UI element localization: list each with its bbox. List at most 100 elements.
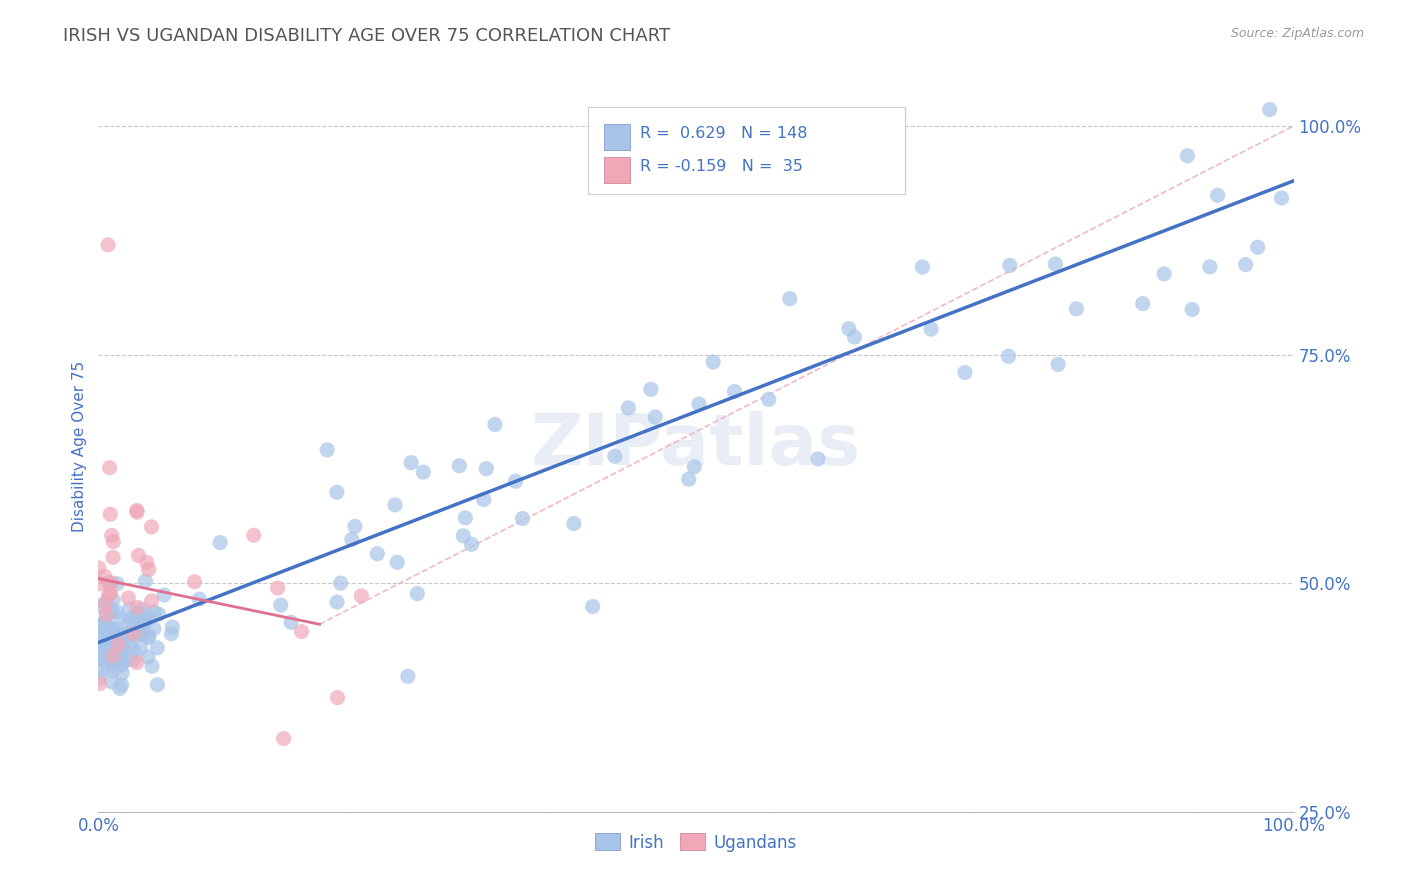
Point <box>98 628 121 642</box>
Point <box>138 629 160 643</box>
Point <box>129 626 152 640</box>
Point <box>96 607 118 622</box>
Point <box>329 576 352 591</box>
FancyBboxPatch shape <box>589 107 905 194</box>
Point <box>98 460 121 475</box>
Point <box>101 604 124 618</box>
Point <box>134 616 156 631</box>
Point <box>920 322 942 336</box>
Point <box>121 624 143 639</box>
Point <box>98 507 121 521</box>
Point <box>688 397 710 411</box>
Point <box>141 520 163 534</box>
Point <box>512 511 534 525</box>
Point <box>121 627 143 641</box>
Point <box>103 626 125 640</box>
Point <box>385 555 408 569</box>
Point <box>127 607 149 621</box>
Point <box>1271 191 1294 205</box>
Point <box>280 615 302 630</box>
Point <box>125 503 148 517</box>
Point <box>1177 149 1199 163</box>
Point <box>396 669 419 683</box>
Point <box>101 550 124 565</box>
Point <box>141 594 163 608</box>
Point <box>89 652 111 666</box>
Point <box>183 574 205 589</box>
Point <box>316 442 339 457</box>
Point <box>384 498 406 512</box>
Point <box>115 626 138 640</box>
Point <box>350 589 373 603</box>
Point <box>146 678 169 692</box>
Point <box>838 321 860 335</box>
Point <box>1045 257 1067 271</box>
Point <box>343 519 366 533</box>
Point <box>779 292 801 306</box>
Point <box>475 461 498 475</box>
Point <box>110 678 132 692</box>
Point <box>100 576 122 591</box>
Point <box>94 639 117 653</box>
Point <box>484 417 506 432</box>
Point <box>97 238 120 252</box>
Point <box>108 681 131 696</box>
Point <box>89 671 111 685</box>
Point <box>603 449 626 463</box>
Point <box>911 260 934 274</box>
Point <box>91 617 114 632</box>
Legend: Irish, Ugandans: Irish, Ugandans <box>588 827 804 858</box>
Point <box>1206 188 1229 202</box>
Point <box>91 662 114 676</box>
Point <box>125 656 148 670</box>
Point <box>96 608 118 623</box>
Point <box>110 611 132 625</box>
Point <box>131 602 153 616</box>
Point <box>453 529 475 543</box>
Point <box>89 576 111 591</box>
Point <box>89 619 111 633</box>
Point <box>112 654 135 668</box>
Text: ZIPatlas: ZIPatlas <box>531 411 860 481</box>
Point <box>1258 103 1281 117</box>
Point <box>136 612 159 626</box>
Point <box>118 602 141 616</box>
Point <box>105 645 128 659</box>
Point <box>101 659 124 673</box>
Point <box>135 607 157 622</box>
Point <box>94 597 117 611</box>
Point <box>138 562 160 576</box>
Point <box>644 409 666 424</box>
Point <box>1132 296 1154 310</box>
Point <box>93 615 115 630</box>
Point <box>1199 260 1222 274</box>
Point <box>449 458 471 473</box>
Point <box>472 492 495 507</box>
Point <box>97 587 120 601</box>
Point <box>89 676 111 690</box>
Point <box>1153 267 1175 281</box>
Point <box>136 650 159 665</box>
Point <box>111 666 134 681</box>
Point <box>1247 240 1270 254</box>
Point <box>98 586 122 600</box>
Point <box>98 625 121 640</box>
Point <box>640 382 662 396</box>
Point <box>723 384 745 399</box>
Point <box>98 628 121 642</box>
Point <box>118 612 141 626</box>
Point <box>122 626 145 640</box>
Point <box>162 620 184 634</box>
Point <box>326 485 349 500</box>
Point <box>127 505 149 519</box>
Point <box>118 640 141 654</box>
Point <box>90 617 112 632</box>
Point <box>97 639 120 653</box>
Point <box>122 642 145 657</box>
Point <box>153 588 176 602</box>
Point <box>101 648 124 663</box>
Point <box>112 635 135 649</box>
Point <box>89 623 111 637</box>
Point <box>110 651 132 665</box>
Point <box>89 648 111 662</box>
